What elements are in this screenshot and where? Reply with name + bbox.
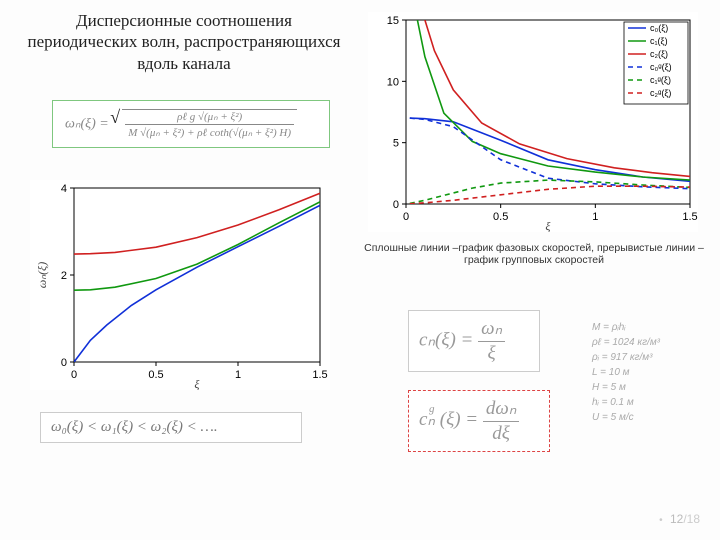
param-line: ρℓ = 1024 кг/м³: [592, 335, 660, 350]
svg-text:ξ: ξ: [194, 377, 200, 390]
svg-text:0: 0: [393, 199, 399, 211]
page-title: Дисперсионные соотношения периодических …: [24, 10, 344, 74]
page-number: 12/18: [659, 512, 700, 526]
formula-cng-sup: g: [429, 403, 435, 415]
formula-num: ρℓ g √(μₙ + ξ²): [125, 110, 294, 125]
svg-text:c₂(ξ): c₂(ξ): [650, 49, 668, 59]
formula-cn: cₙ(ξ) = ωₙ ξ: [408, 310, 540, 372]
formula-cng-num: dωₙ: [483, 397, 520, 422]
formula-cn-den: ξ: [478, 342, 505, 365]
svg-text:1: 1: [592, 211, 598, 223]
formula-cng-den: dξ: [483, 422, 520, 445]
svg-text:2: 2: [61, 270, 67, 282]
formula-lhs: ωₙ(ξ) =: [65, 116, 112, 131]
svg-text:0: 0: [403, 211, 409, 223]
svg-text:c₀(ξ): c₀(ξ): [650, 23, 668, 33]
svg-text:ξ: ξ: [545, 219, 551, 232]
param-line: M = ρᵢhᵢ: [592, 320, 660, 335]
formula-omega-n: ωₙ(ξ) = ρℓ g √(μₙ + ξ²) M √(μₙ + ξ²) + ρ…: [52, 100, 330, 148]
svg-text:5: 5: [393, 138, 399, 150]
svg-text:1.5: 1.5: [682, 211, 697, 223]
svg-text:4: 4: [61, 183, 67, 195]
page-total: /18: [683, 512, 700, 526]
chart-c: 0 0.5 1 1.5 0 5 10 15 ξ c₀(ξ) c₁(ξ) c₂(ξ) c₀ᵍ(ξ) c₁ᵍ(…: [368, 12, 698, 232]
svg-text:c₀ᵍ(ξ): c₀ᵍ(ξ): [650, 62, 672, 72]
page-current: 12: [670, 512, 683, 526]
svg-text:1: 1: [235, 369, 241, 381]
params-block: M = ρᵢhᵢ ρℓ = 1024 кг/м³ ρᵢ = 917 кг/м³ …: [592, 320, 660, 425]
formula-cn-lhs: cₙ(ξ) =: [419, 329, 478, 350]
chart-c-caption: Сплошные линии –график фазовых скоростей…: [364, 242, 704, 266]
formula-cn-num: ωₙ: [478, 317, 505, 342]
sqrt-icon: ρℓ g √(μₙ + ξ²) M √(μₙ + ξ²) + ρℓ coth(√…: [112, 109, 297, 139]
param-line: L = 10 м: [592, 365, 660, 380]
svg-text:0.5: 0.5: [493, 211, 508, 223]
svg-text:1.5: 1.5: [312, 369, 327, 381]
svg-text:ωₙ(ξ): ωₙ(ξ): [35, 262, 49, 288]
svg-text:0: 0: [61, 357, 67, 369]
svg-text:c₂ᵍ(ξ): c₂ᵍ(ξ): [650, 88, 671, 98]
svg-text:0: 0: [71, 369, 77, 381]
svg-text:0.5: 0.5: [148, 369, 163, 381]
param-line: hᵢ = 0.1 м: [592, 395, 660, 410]
formula-inequality: ω₀(ξ) < ω₁(ξ) < ω₂(ξ) < ….: [40, 412, 302, 443]
svg-text:10: 10: [387, 76, 399, 88]
svg-text:c₁ᵍ(ξ): c₁ᵍ(ξ): [650, 75, 671, 85]
formula-cng: cₙ (ξ) = g dωₙ dξ: [408, 390, 550, 452]
param-line: U = 5 м/с: [592, 410, 660, 425]
formula-den: M √(μₙ + ξ²) + ρℓ coth(√(μₙ + ξ²) H): [125, 125, 294, 139]
formula-ineq-text: ω₀(ξ) < ω₁(ξ) < ω₂(ξ) < ….: [51, 419, 218, 435]
svg-text:c₁(ξ): c₁(ξ): [650, 36, 668, 46]
chart-omega: 0 0.5 1 1.5 0 2 4 ξ ωₙ(ξ): [30, 180, 330, 390]
param-line: H = 5 м: [592, 380, 660, 395]
svg-text:15: 15: [387, 15, 399, 27]
param-line: ρᵢ = 917 кг/м³: [592, 350, 660, 365]
